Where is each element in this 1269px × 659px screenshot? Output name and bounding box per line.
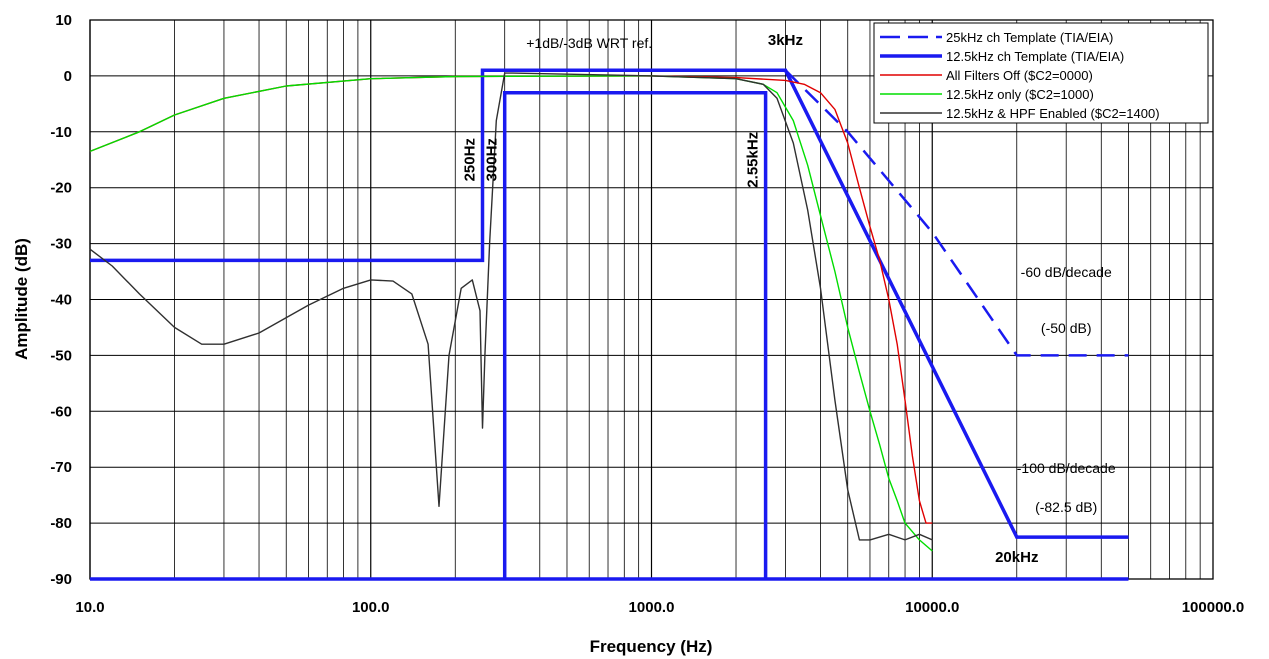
annotation-label: 300Hz bbox=[484, 138, 501, 181]
series-line bbox=[89, 75, 933, 552]
x-axis-title: Frequency (Hz) bbox=[590, 637, 713, 656]
legend: 25kHz ch Template (TIA/EIA) 12.5kHz ch Te… bbox=[873, 22, 1209, 124]
series-line bbox=[90, 68, 1129, 539]
y-tick-label: -20 bbox=[50, 180, 72, 197]
y-tick-label: -90 bbox=[50, 571, 72, 588]
series-line bbox=[502, 90, 768, 579]
y-tick-label: 10 bbox=[55, 12, 72, 29]
y-tick-label: -70 bbox=[50, 459, 72, 476]
x-tick-label: 100.0 bbox=[352, 599, 390, 616]
annotation-label: (-82.5 dB) bbox=[1035, 499, 1097, 515]
x-tick-label: 100000.0 bbox=[1182, 599, 1245, 616]
annotations: +1dB/-3dB WRT ref. 3kHz 250Hz 300Hz 2.55kHz -… bbox=[461, 32, 1115, 566]
series-layer bbox=[89, 68, 1129, 581]
legend-box bbox=[873, 22, 1209, 124]
y-tick-label: -60 bbox=[50, 403, 72, 420]
legend-label: All Filters Off ($C2=0000) bbox=[946, 68, 1093, 83]
annotation-label: 250Hz bbox=[461, 138, 478, 181]
tick-labels: 10.0 100.0 1000.0 10000.0 100000.0 10 0 -10 -20 -… bbox=[50, 12, 1244, 616]
annotation-label: +1dB/-3dB WRT ref. bbox=[526, 35, 652, 51]
x-tick-label: 1000.0 bbox=[629, 599, 675, 616]
y-tick-label: -10 bbox=[50, 124, 72, 141]
annotation-label: (-50 dB) bbox=[1041, 320, 1092, 336]
legend-label: 12.5kHz ch Template (TIA/EIA) bbox=[946, 49, 1124, 64]
y-tick-label: -80 bbox=[50, 515, 72, 532]
y-axis-title: Amplitude (dB) bbox=[12, 238, 31, 360]
annotation-label: 3kHz bbox=[768, 32, 803, 49]
x-tick-label: 10.0 bbox=[75, 599, 104, 616]
legend-label: 12.5kHz & HPF Enabled ($C2=1400) bbox=[946, 106, 1160, 121]
legend-label: 12.5kHz only ($C2=1000) bbox=[946, 87, 1094, 102]
annotation-label: 20kHz bbox=[995, 549, 1038, 566]
legend-label: 25kHz ch Template (TIA/EIA) bbox=[946, 30, 1113, 45]
y-tick-label: -40 bbox=[50, 292, 72, 309]
annotation-label: -60 dB/decade bbox=[1021, 264, 1112, 280]
annotation-label: 2.55kHz bbox=[745, 132, 762, 188]
series-line bbox=[89, 72, 933, 541]
y-tick-label: -50 bbox=[50, 347, 72, 364]
y-tick-label: -30 bbox=[50, 236, 72, 253]
y-tick-label: 0 bbox=[64, 68, 72, 85]
series-line bbox=[784, 69, 1129, 357]
annotation-label: -100 dB/decade bbox=[1017, 460, 1116, 476]
x-tick-label: 10000.0 bbox=[905, 599, 959, 616]
